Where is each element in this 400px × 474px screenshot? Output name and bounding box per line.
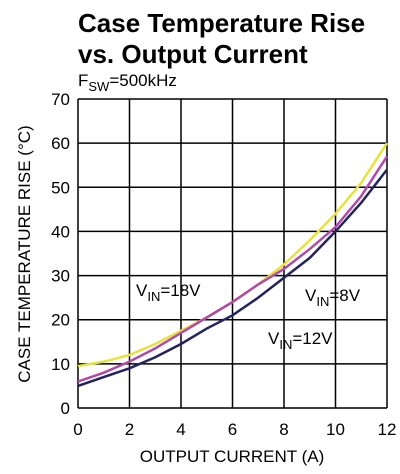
x-tick-label: 12 [378, 420, 397, 439]
x-tick-label: 6 [228, 420, 237, 439]
subtitle-part: SW [88, 79, 110, 94]
x-tick-label: 8 [279, 420, 288, 439]
x-axis-label: OUTPUT CURRENT (A) [140, 447, 325, 466]
y-tick-label: 20 [51, 311, 70, 330]
label-part: IN [316, 294, 329, 309]
label-part: =18V [160, 281, 201, 300]
label-part: V [136, 281, 148, 300]
y-tick-label: 70 [51, 90, 70, 109]
y-tick-label: 60 [51, 134, 70, 153]
label-part: =8V [329, 286, 360, 305]
label-part: IN [147, 289, 160, 304]
series-label: VIN=12V [268, 329, 333, 352]
series-label: VIN=8V [305, 286, 361, 309]
y-tick-label: 0 [61, 399, 70, 418]
y-tick-label: 50 [51, 178, 70, 197]
label-part: =12V [292, 329, 333, 348]
x-tick-label: 10 [326, 420, 345, 439]
chart-subtitle: FSW=500kHz [78, 71, 177, 94]
series-line [77, 155, 389, 383]
y-tick-label: 40 [51, 222, 70, 241]
chart-title: vs. Output Current [78, 39, 308, 69]
y-tick-label: 30 [51, 267, 70, 286]
series-label: VIN=18V [136, 281, 201, 304]
x-tick-label: 0 [73, 420, 82, 439]
y-axis-label: CASE TEMPERATURE RISE (°C) [15, 125, 34, 382]
subtitle-part: F [78, 71, 88, 90]
y-tick-label: 10 [51, 355, 70, 374]
subtitle-part: =500kHz [109, 71, 177, 90]
label-part: V [305, 286, 317, 305]
x-tick-label: 2 [125, 420, 134, 439]
chart-title: Case Temperature Rise [78, 8, 365, 38]
series-line [77, 168, 388, 388]
label-part: IN [279, 337, 292, 352]
label-part: V [268, 329, 280, 348]
x-tick-label: 4 [176, 420, 185, 439]
